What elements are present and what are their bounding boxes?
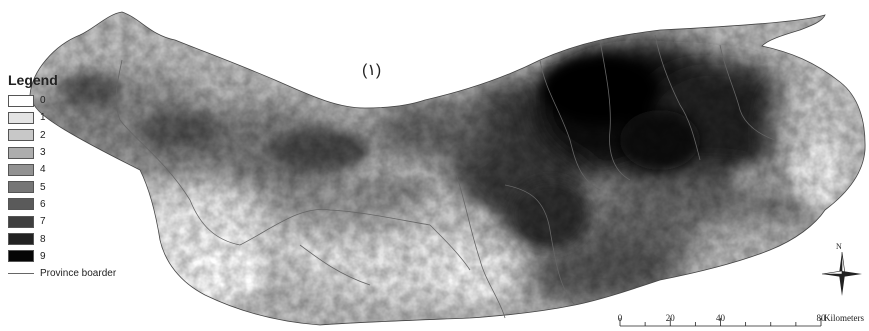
legend-item: 5 (8, 178, 168, 195)
legend: Legend 0 1 2 3 4 5 6 7 8 9 Province boarder (8, 72, 168, 282)
legend-item: 7 (8, 213, 168, 230)
scale-tick-label: 20 (665, 313, 675, 323)
scale-units: Kilometers (824, 313, 864, 323)
compass-rose-icon: N (820, 242, 864, 300)
legend-swatch (8, 215, 34, 228)
scale-tick-label: 40 (716, 313, 725, 323)
legend-label: 9 (40, 250, 46, 262)
legend-label: 5 (40, 181, 46, 193)
legend-boundary-item: Province boarder (8, 266, 168, 282)
legend-swatch (8, 129, 34, 142)
coastline (29, 11, 866, 326)
legend-swatch (8, 146, 34, 159)
legend-item: 9 (8, 248, 168, 265)
legend-label: 7 (40, 216, 46, 228)
legend-swatch (8, 233, 34, 246)
legend-item: 2 (8, 127, 168, 144)
legend-label: 8 (40, 233, 46, 245)
legend-label: 4 (40, 164, 46, 176)
legend-swatch (8, 198, 34, 211)
legend-swatch (8, 250, 34, 263)
legend-swatch (8, 163, 34, 176)
north-label: N (836, 242, 842, 251)
legend-item: 0 (8, 92, 168, 109)
panel-label: (۱) (362, 62, 382, 79)
province-boundaries (115, 34, 776, 319)
legend-swatch (8, 94, 34, 107)
legend-label: 1 (40, 112, 46, 124)
legend-item: 1 (8, 109, 168, 126)
scale-tick-label: 0 (617, 313, 623, 323)
legend-item: 6 (8, 196, 168, 213)
legend-item: 3 (8, 144, 168, 161)
legend-title: Legend (8, 72, 58, 88)
legend-item: 4 (8, 161, 168, 178)
legend-swatch (8, 111, 34, 124)
scale-bar: 0 20 40 80 Kilometers (612, 306, 864, 331)
legend-classes: 0 1 2 3 4 5 6 7 8 9 (8, 92, 168, 265)
boundary-line-swatch (8, 273, 34, 275)
legend-label: 2 (40, 129, 46, 141)
legend-item: 8 (8, 230, 168, 247)
legend-label: 6 (40, 198, 46, 210)
legend-label: 3 (40, 147, 46, 159)
legend-boundary-label: Province boarder (40, 268, 117, 280)
legend-label: 0 (40, 95, 46, 107)
legend-swatch (8, 181, 34, 194)
scale-tick-label: 80 (816, 313, 826, 323)
